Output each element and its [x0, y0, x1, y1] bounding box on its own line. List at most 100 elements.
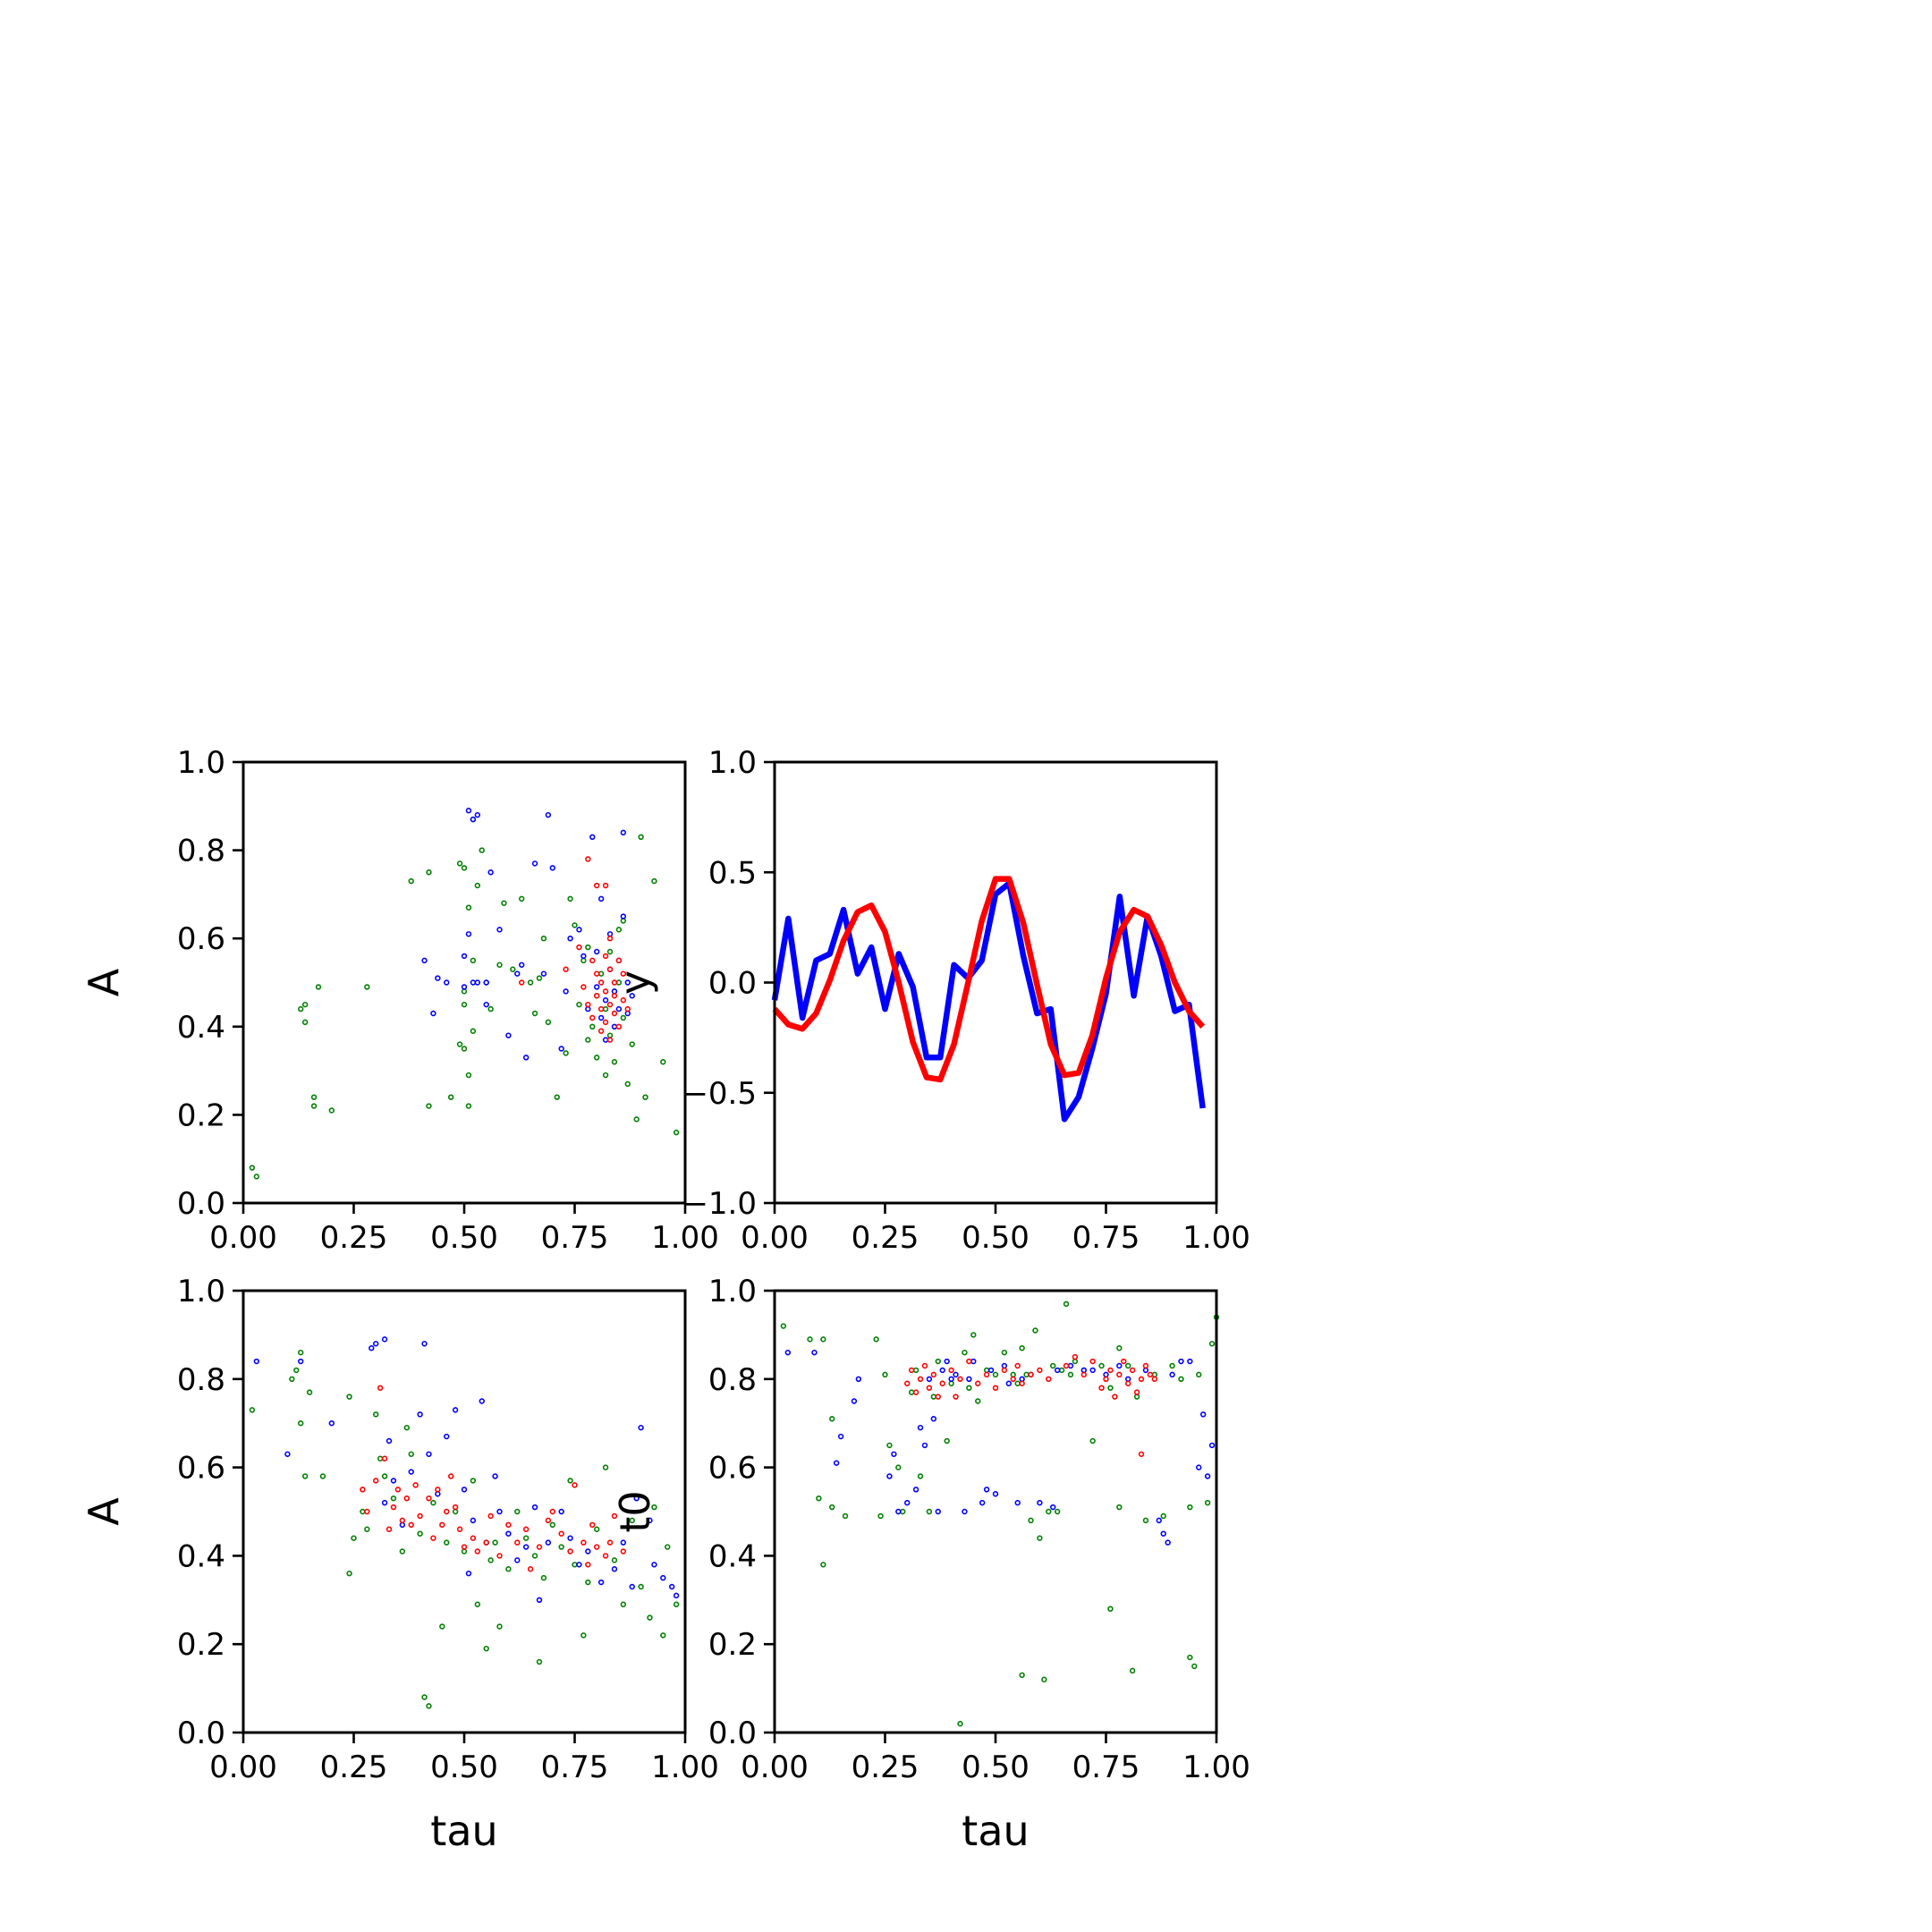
scatter-point [483, 979, 489, 986]
scatter-point [558, 1046, 564, 1052]
scatter-point [505, 1530, 512, 1537]
scatter-point [842, 1513, 849, 1520]
scatter-point [597, 895, 605, 902]
scatter-point [554, 1094, 560, 1100]
scatter-point [346, 1570, 352, 1577]
x-tick-label: 0.75 [1072, 1750, 1140, 1785]
scatter-point [373, 1411, 379, 1418]
y-tick-label: 0.4 [177, 1538, 225, 1574]
scatter-point [417, 1411, 423, 1418]
scatter-point [381, 1473, 388, 1479]
scatter-point [589, 834, 596, 841]
scatter-point [470, 1028, 477, 1034]
scatter-point [930, 1416, 937, 1422]
axes-frame [242, 760, 687, 1205]
scatter-point [602, 988, 609, 995]
scatter-point [1133, 1389, 1140, 1395]
scatter-point [895, 1464, 902, 1470]
scatter-point [1196, 1371, 1202, 1378]
series-line-1 [772, 876, 1206, 1083]
scatter-point [373, 1478, 379, 1484]
y-tick-label: −1.0 [682, 1186, 757, 1222]
scatter-point [1116, 1345, 1123, 1352]
y-tick-label: 1.0 [708, 1274, 757, 1309]
y-tick-label: 1.0 [708, 745, 757, 781]
scatter-point [1050, 1362, 1056, 1369]
x-tick-label: 1.00 [1182, 1220, 1250, 1256]
scatter-point [1054, 1508, 1061, 1515]
scatter-point [536, 975, 543, 981]
y-axis-label: y [611, 970, 659, 995]
scatter-point [576, 927, 582, 933]
scatter-point [465, 808, 472, 814]
scatter-point [306, 1389, 313, 1395]
scatter-point [983, 1371, 990, 1378]
scatter-point [629, 1583, 635, 1590]
scatter-point [903, 1499, 911, 1506]
scatter-point [593, 993, 600, 999]
scatter-point [527, 979, 534, 986]
x-tick-label: 0.00 [209, 1220, 277, 1256]
scatter-point [589, 1521, 596, 1529]
scatter-point [496, 962, 503, 968]
plot-panel-y_signal: 0.00 0.25 0.50 0.75 1.00−1.0−0.50.00.51.0y [611, 745, 1250, 1256]
scatter-point [435, 1491, 441, 1497]
scatter-point [1208, 1341, 1216, 1347]
scatter-point [624, 1005, 631, 1013]
scatter-point [917, 1424, 924, 1431]
y-tick-label: 0.0 [708, 966, 757, 1002]
scatter-point [1187, 1654, 1193, 1661]
scatter-point [1124, 1380, 1131, 1386]
scatter-point [912, 1487, 919, 1493]
scatter-point [461, 1487, 468, 1493]
axes-frame [242, 1289, 687, 1734]
scatter-point [1072, 1358, 1079, 1365]
scatter-point [576, 1562, 582, 1568]
scatter-point [444, 1539, 450, 1546]
scatter-point [1010, 1371, 1016, 1378]
scatter-point [895, 1508, 902, 1515]
scatter-point [430, 1535, 436, 1541]
scatter-point [1151, 1376, 1158, 1383]
y-tick-label: 1.0 [177, 745, 225, 781]
scatter-point [593, 1526, 600, 1532]
scatter-point [948, 1367, 954, 1374]
scatter-point [638, 1583, 644, 1590]
scatter-point [602, 953, 609, 960]
scatter-point [589, 1023, 596, 1030]
scatter-point [611, 993, 618, 999]
scatter-point [580, 957, 587, 964]
scatter-point [624, 1080, 631, 1088]
scatter-point [351, 1535, 357, 1541]
scatter-point [647, 1517, 653, 1524]
scatter-point [606, 1001, 614, 1008]
scatter-point [673, 1129, 680, 1136]
scatter-point [377, 1385, 384, 1391]
scatter-point [558, 1544, 564, 1550]
scatter-point [606, 1032, 614, 1038]
scatter-point [970, 1332, 977, 1338]
scatter-point [536, 1544, 543, 1550]
scatter-point [886, 1473, 893, 1479]
scatter-point [1165, 1539, 1171, 1546]
scatter-point [483, 1001, 489, 1008]
scatter-point [926, 1376, 933, 1383]
scatter-point [249, 1165, 256, 1171]
scatter-point [651, 877, 657, 885]
scatter-point [606, 966, 614, 972]
scatter-point [673, 1601, 680, 1607]
scatter-point [597, 1005, 605, 1013]
scatter-point [1169, 1371, 1175, 1378]
axes-frame [773, 1289, 1218, 1734]
scatter-point [1046, 1508, 1052, 1515]
scatter-point [1098, 1362, 1105, 1369]
scatter-point [593, 984, 600, 990]
scatter-point [1121, 1358, 1127, 1365]
scatter-point [514, 970, 521, 977]
scatter-point [426, 1103, 432, 1109]
scatter-point [820, 1562, 826, 1568]
scatter-point [373, 1341, 379, 1347]
scatter-point [1023, 1371, 1030, 1378]
scatter-point [939, 1380, 945, 1386]
scatter-point [439, 1521, 445, 1529]
